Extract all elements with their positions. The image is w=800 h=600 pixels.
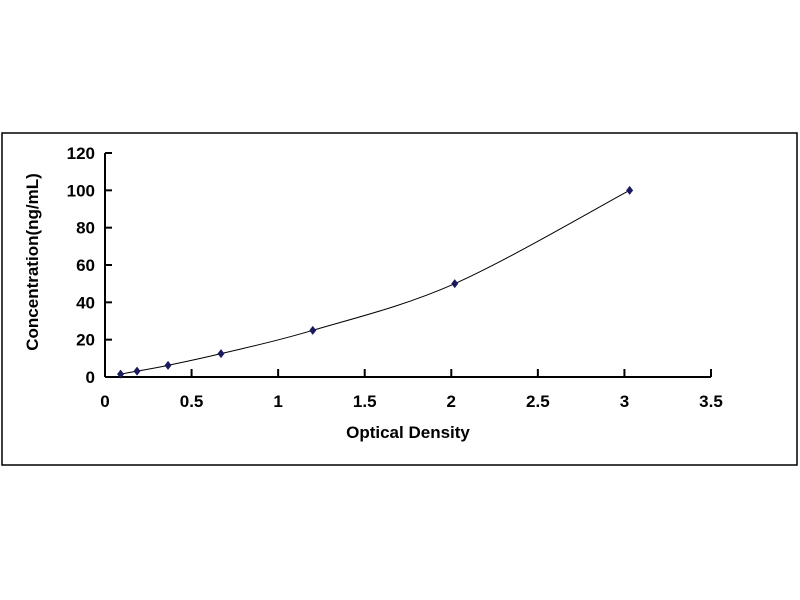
y-tick-label: 80	[76, 219, 95, 238]
y-tick-label: 20	[76, 331, 95, 350]
x-tick-label: 1.5	[353, 392, 377, 411]
x-tick-label: 2	[447, 392, 456, 411]
x-tick-label: 2.5	[526, 392, 550, 411]
data-point	[117, 369, 125, 379]
data-point	[309, 325, 317, 335]
data-point	[217, 349, 225, 359]
x-tick-label: 1	[273, 392, 282, 411]
x-tick-label: 0.5	[180, 392, 204, 411]
x-tick-label: 0	[100, 392, 109, 411]
x-axis-label: Optical Density	[346, 423, 470, 442]
y-tick-label: 120	[67, 144, 95, 163]
data-point	[164, 360, 172, 370]
chart-frame	[1, 132, 798, 466]
y-tick-label: 60	[76, 256, 95, 275]
y-tick-label: 100	[67, 181, 95, 200]
y-tick-label: 40	[76, 293, 95, 312]
data-point	[626, 185, 634, 195]
fit-curve	[120, 189, 630, 375]
data-point	[451, 279, 459, 289]
x-tick-label: 3	[620, 392, 629, 411]
data-point	[133, 366, 141, 376]
y-axis-label: Concentration(ng/mL)	[23, 173, 42, 351]
x-tick-label: 3.5	[699, 392, 723, 411]
y-tick-label: 0	[86, 368, 95, 387]
